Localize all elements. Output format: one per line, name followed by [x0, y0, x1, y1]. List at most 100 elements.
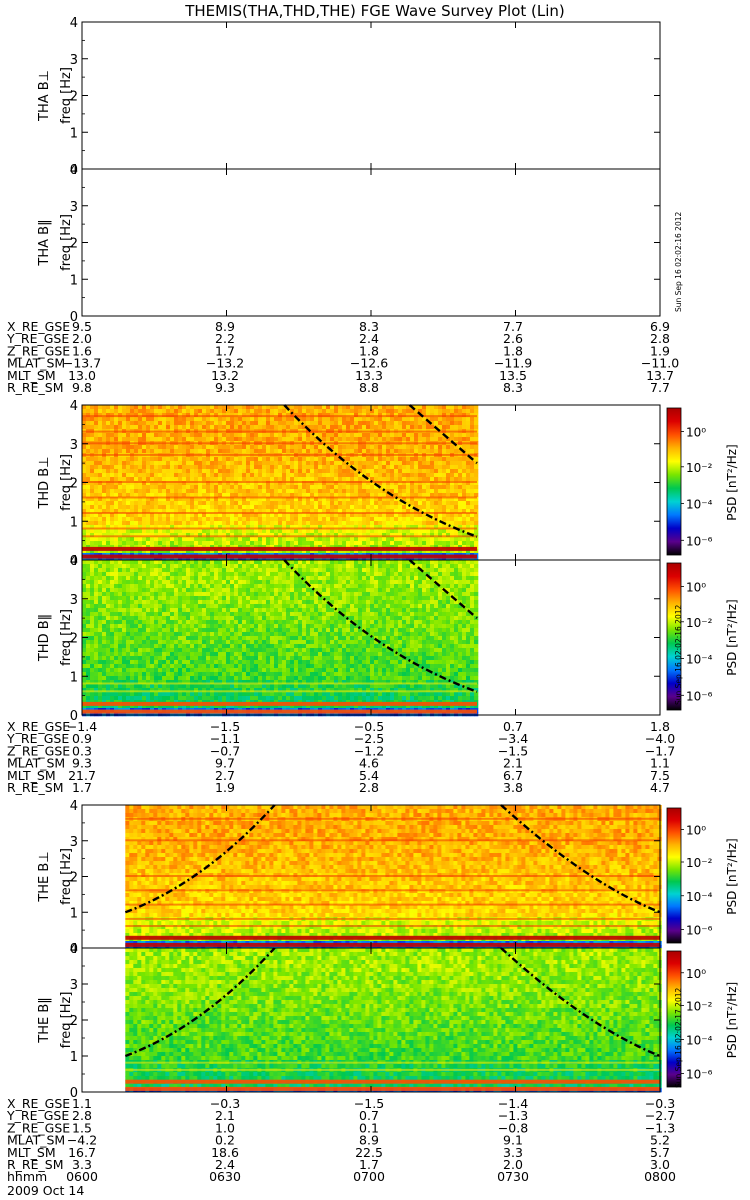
- spectrogram-cell: [230, 481, 235, 486]
- spectrogram-cell: [138, 437, 143, 442]
- spectrogram-cell: [278, 405, 283, 410]
- spectrogram-cell: [238, 557, 243, 562]
- spectrogram-cell: [102, 560, 107, 565]
- spectrogram-cell: [350, 549, 355, 554]
- spectrogram-cell: [446, 537, 451, 542]
- spectrogram-cell: [146, 564, 151, 569]
- spectrogram-cell: [122, 644, 127, 649]
- spectrogram-cell: [410, 521, 415, 526]
- spectrogram-cell: [122, 409, 127, 414]
- spectrogram-cell: [434, 457, 439, 462]
- spectrogram-cell: [146, 712, 151, 717]
- spectrogram-cell: [382, 513, 387, 518]
- spectrogram-cell: [210, 549, 215, 554]
- spectrogram-cell: [142, 493, 147, 498]
- spectrogram-cell: [430, 473, 435, 478]
- spectrogram-cell: [142, 616, 147, 621]
- spectrogram-cell: [474, 533, 479, 538]
- spectrogram-cell: [270, 505, 275, 510]
- spectrogram-cell: [138, 592, 143, 597]
- spectrogram-cell: [90, 676, 95, 681]
- spectrogram-cell: [86, 596, 91, 601]
- spectrogram-cell: [370, 489, 375, 494]
- spectrogram-cell: [262, 477, 267, 482]
- spectrogram-cell: [242, 437, 247, 442]
- spectrogram-cell: [294, 465, 299, 470]
- spectrogram-cell: [182, 437, 187, 442]
- spectrogram-cell: [206, 533, 211, 538]
- spectrogram-cell: [162, 445, 167, 450]
- spectrogram-cell: [266, 449, 271, 454]
- spectrogram-cell: [118, 672, 123, 677]
- spectrogram-cell: [414, 445, 419, 450]
- spectrogram-cell: [134, 537, 139, 542]
- spectrogram-cell: [166, 628, 171, 633]
- spectrogram-cell: [338, 465, 343, 470]
- spectrogram-cell: [414, 493, 419, 498]
- spectrogram-cell: [130, 437, 135, 442]
- spectrogram-cell: [454, 409, 459, 414]
- spectrogram-cell: [222, 437, 227, 442]
- spectrogram-cell: [174, 493, 179, 498]
- spectrogram-cell: [154, 628, 159, 633]
- spectrogram-cell: [302, 473, 307, 478]
- spectrogram-cell: [138, 533, 143, 538]
- spectrogram-cell: [178, 580, 183, 585]
- spectrogram-cell: [138, 688, 143, 693]
- spectrogram-cell: [434, 493, 439, 498]
- spectrogram-cell: [474, 557, 479, 562]
- spectrogram-cell: [138, 541, 143, 546]
- spectrogram-cell: [262, 549, 267, 554]
- spectrogram-cell: [274, 517, 279, 522]
- spectrogram-cell: [158, 572, 163, 577]
- spectrogram-cell: [142, 537, 147, 542]
- spectrogram-cell: [90, 632, 95, 637]
- spectrogram-cell: [222, 469, 227, 474]
- spectrogram-cell: [130, 636, 135, 641]
- spectrogram-cell: [426, 505, 431, 510]
- spectrogram-cell: [262, 485, 267, 490]
- spectrogram-cell: [198, 557, 203, 562]
- spectrogram-cell: [106, 640, 111, 645]
- spectrogram-cell: [94, 572, 99, 577]
- spectrogram-cell: [166, 517, 171, 522]
- spectrogram-cell: [102, 529, 107, 534]
- spectrogram-cell: [418, 445, 423, 450]
- spectrogram-cell: [110, 541, 115, 546]
- spectrogram-cell: [310, 537, 315, 542]
- spectrogram-cell: [242, 505, 247, 510]
- spectrogram-cell: [370, 513, 375, 518]
- y-tick-label: 0: [70, 554, 78, 569]
- spectrogram-cell: [86, 449, 91, 454]
- spectrogram-cell: [354, 517, 359, 522]
- spectrogram-cell: [154, 692, 159, 697]
- spectrogram-cell: [234, 529, 239, 534]
- spectrogram-cell: [394, 457, 399, 462]
- spectrogram-cell: [466, 533, 471, 538]
- spectrogram-cell: [250, 425, 255, 430]
- spectrogram-cell: [150, 664, 155, 669]
- spectrogram-cell: [254, 425, 259, 430]
- spectrogram-cell: [162, 437, 167, 442]
- spectrogram: [82, 560, 479, 717]
- spectrogram-cell: [182, 465, 187, 470]
- spectrogram-cell: [134, 624, 139, 629]
- spectrogram-cell: [242, 557, 247, 562]
- spectrogram-cell: [310, 533, 315, 538]
- spectrogram-cell: [278, 525, 283, 530]
- spectrogram-cell: [178, 596, 183, 601]
- spectrogram-cell: [254, 421, 259, 426]
- spectrogram-cell: [94, 521, 99, 526]
- spectrogram-cell: [126, 688, 131, 693]
- spectrogram-cell: [462, 557, 467, 562]
- spectrogram-cell: [410, 489, 415, 494]
- spectrogram-cell: [302, 549, 307, 554]
- spectrogram-cell: [210, 493, 215, 498]
- spectrogram-cell: [190, 521, 195, 526]
- spectrogram-cell: [150, 584, 155, 589]
- spectrogram-cell: [338, 557, 343, 562]
- spectrogram-cell: [106, 656, 111, 661]
- spectrogram-cell: [438, 521, 443, 526]
- spectrogram-cell: [382, 421, 387, 426]
- spectrogram-cell: [310, 421, 315, 426]
